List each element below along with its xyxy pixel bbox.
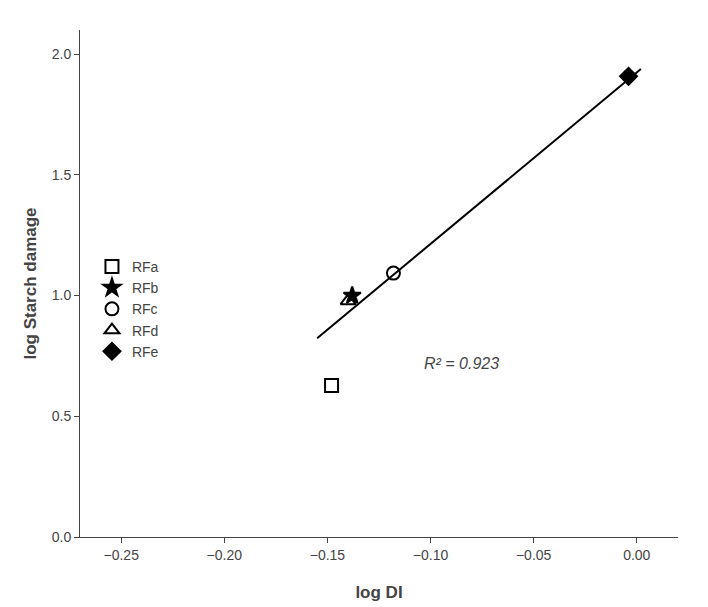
svg-text:R² = 0.923: R² = 0.923 (424, 355, 499, 372)
svg-text:RFe: RFe (132, 344, 159, 360)
svg-text:0.0: 0.0 (52, 529, 72, 545)
svg-text:RFb: RFb (132, 280, 159, 296)
svg-text:0.00: 0.00 (623, 547, 650, 563)
svg-text:log DI: log DI (355, 583, 402, 602)
svg-text:1.0: 1.0 (52, 287, 72, 303)
svg-text:RFc: RFc (132, 301, 158, 317)
svg-text:RFd: RFd (132, 323, 158, 339)
svg-text:RFa: RFa (132, 259, 159, 275)
svg-text:−0.25: −0.25 (104, 547, 140, 563)
svg-text:−0.20: −0.20 (207, 547, 243, 563)
svg-text:−0.15: −0.15 (310, 547, 346, 563)
svg-text:log Starch damage: log Starch damage (21, 207, 40, 359)
svg-text:2.0: 2.0 (52, 46, 72, 62)
svg-text:−0.10: −0.10 (413, 547, 449, 563)
svg-text:0.5: 0.5 (52, 408, 72, 424)
svg-text:1.5: 1.5 (52, 167, 72, 183)
svg-text:−0.05: −0.05 (516, 547, 552, 563)
